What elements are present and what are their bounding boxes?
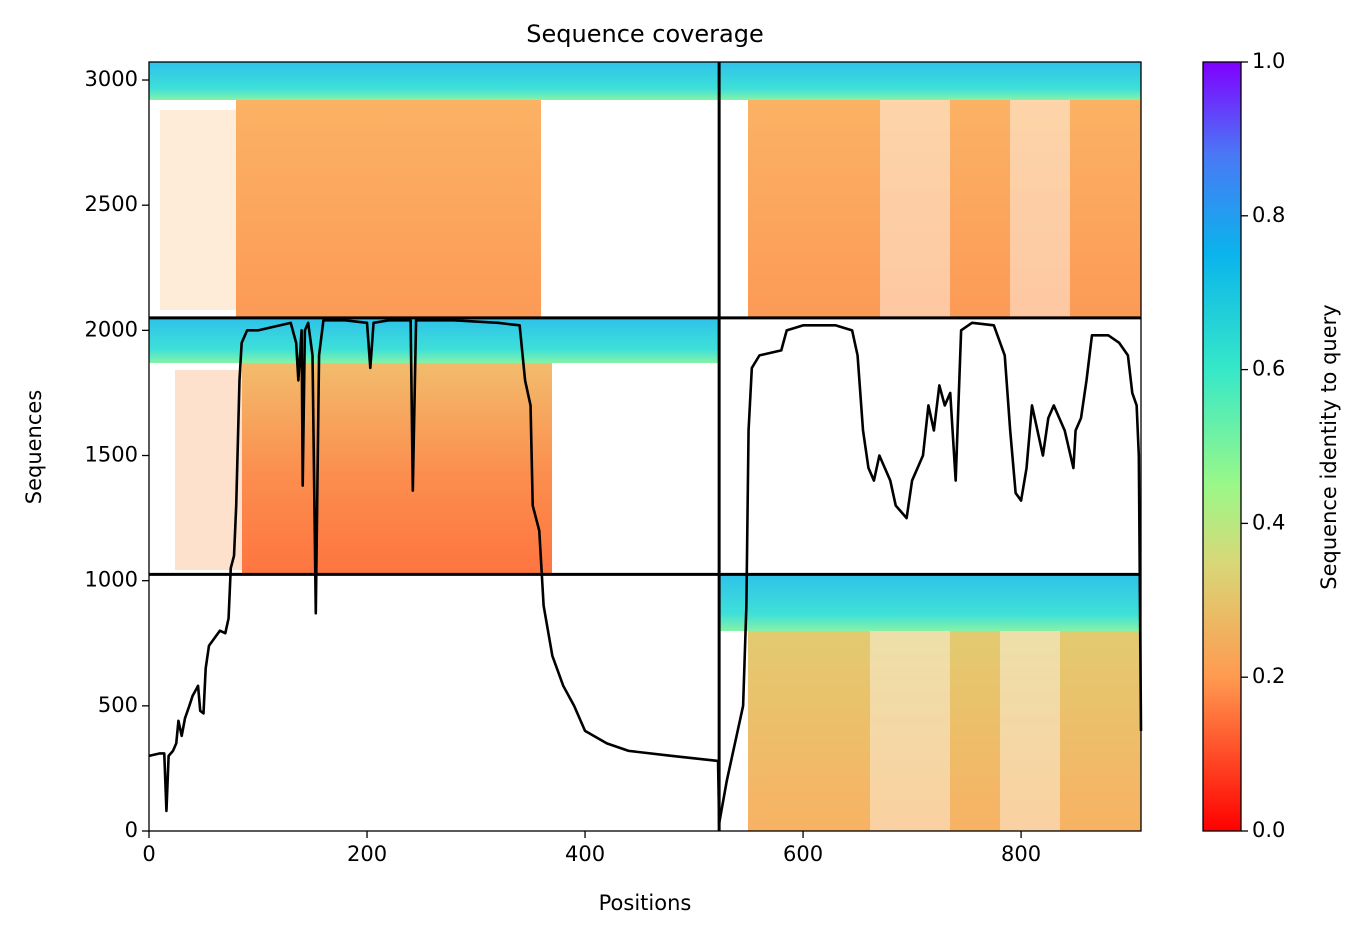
colorbar-label: Sequence identity to query [1317,304,1341,589]
y-axis-label: Sequences [22,390,46,505]
colorbar-tick-label: 0.4 [1252,510,1285,534]
x-tick-label: 800 [1001,842,1041,866]
colorbar-tick-label: 0.8 [1252,203,1285,227]
y-tick-label: 1000 [85,568,138,592]
y-tick-label: 500 [98,693,138,717]
colorbar-tick-label: 0.6 [1252,357,1285,381]
colorbar-tick-label: 0.2 [1252,664,1285,688]
y-tick-label: 2000 [85,317,138,341]
x-tick-label: 600 [783,842,823,866]
y-tick-label: 2500 [85,192,138,216]
x-tick-label: 0 [142,842,155,866]
x-tick-label: 400 [565,842,605,866]
coverage-line [148,319,1143,825]
colorbar [1202,61,1242,832]
colorbar-tick-label: 0.0 [1252,818,1285,842]
colorbar-tick-label: 1.0 [1252,49,1285,73]
y-tick-label: 1500 [85,443,138,467]
chart-title: Sequence coverage [526,20,763,48]
plot-frame [148,61,1142,832]
x-tick-label: 200 [347,842,387,866]
y-tick-label: 0 [125,818,138,842]
heatmap [149,62,1141,831]
y-tick-label: 3000 [85,67,138,91]
x-axis-label: Positions [599,891,692,915]
